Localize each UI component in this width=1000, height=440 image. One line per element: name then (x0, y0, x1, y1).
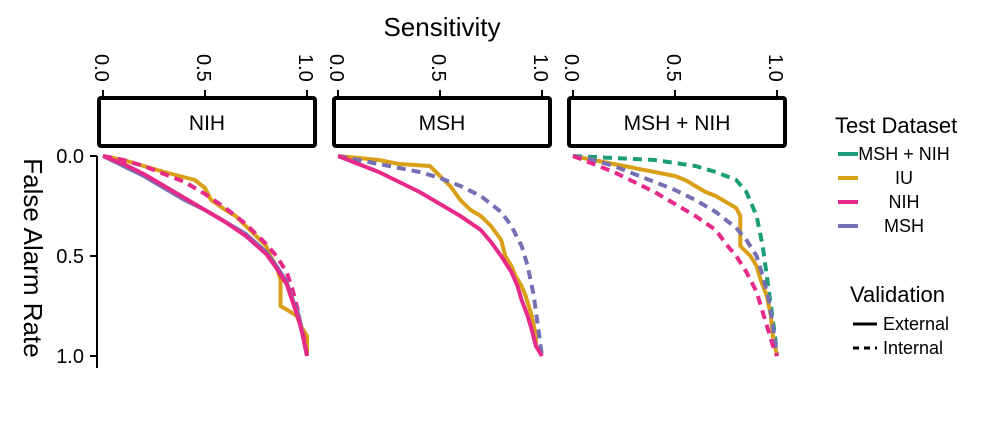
legend-item-label: MSH (884, 216, 924, 236)
x-tick-label: 0.0 (90, 54, 112, 82)
facet-strip (332, 96, 552, 148)
y-axis: 0.0 0.5 1.0 (56, 146, 98, 368)
legend-linetype-label: External (883, 314, 949, 334)
legend-item-label: NIH (889, 192, 920, 212)
facet-panel: 0.0 0.5 1.0 NIH (90, 54, 317, 357)
y-tick-label: 0.0 (56, 146, 84, 168)
x-tick-label: 0.5 (427, 54, 449, 82)
roc-curve-nih-internal (572, 154, 779, 357)
facet-strip-label: MSH (419, 112, 466, 135)
x-tick-label: 0.5 (662, 54, 684, 82)
facet-strip (97, 96, 317, 148)
legend: Test Dataset MSH + NIH IU NIH MSH Validation E… (835, 113, 957, 358)
x-tick-label: 1.0 (764, 54, 786, 82)
facet-strip-label: NIH (189, 112, 225, 135)
roc-curve-iu-external (337, 154, 544, 358)
roc-curve-nih-internal (102, 154, 309, 357)
y-tick-label: 0.5 (56, 246, 84, 268)
x-axis-label: Sensitivity (383, 12, 500, 42)
facet-panels: 0.0 0.5 1.0 NIH 0.0 0.5 1.0 MSH 0.0 0.5 1.0 MSH + N… (56, 54, 787, 368)
x-tick-label: 0.0 (560, 54, 582, 82)
x-tick-label: 1.0 (529, 54, 551, 82)
x-tick-label: 1.0 (294, 54, 316, 82)
facet-panel: 0.0 0.5 1.0 MSH (325, 54, 552, 358)
legend-title-dataset: Test Dataset (835, 113, 957, 138)
roc-curve-iu-external (572, 154, 779, 357)
legend-item-label: IU (895, 168, 913, 188)
y-axis-label: False Alarm Rate (18, 158, 48, 357)
roc-curve-nih-external (102, 154, 309, 357)
x-tick-label: 0.0 (325, 54, 347, 82)
x-tick-label: 0.5 (192, 54, 214, 82)
legend-linetype-label: Internal (883, 338, 943, 358)
roc-curve-nih-external (337, 154, 544, 358)
roc-curve-msh-internal (572, 154, 779, 357)
roc-curve-iu-external (102, 154, 309, 356)
facet-strip (567, 96, 787, 148)
legend-title-validation: Validation (850, 282, 945, 307)
facet-panel: 0.0 0.5 1.0 MSH + NIH (560, 54, 787, 357)
roc-curve-msh-internal (337, 154, 544, 357)
legend-item-label: MSH + NIH (858, 144, 950, 164)
roc-curve-msh-nih-internal (572, 154, 779, 357)
facet-strip-label: MSH + NIH (624, 112, 731, 135)
y-tick-label: 1.0 (56, 346, 84, 368)
